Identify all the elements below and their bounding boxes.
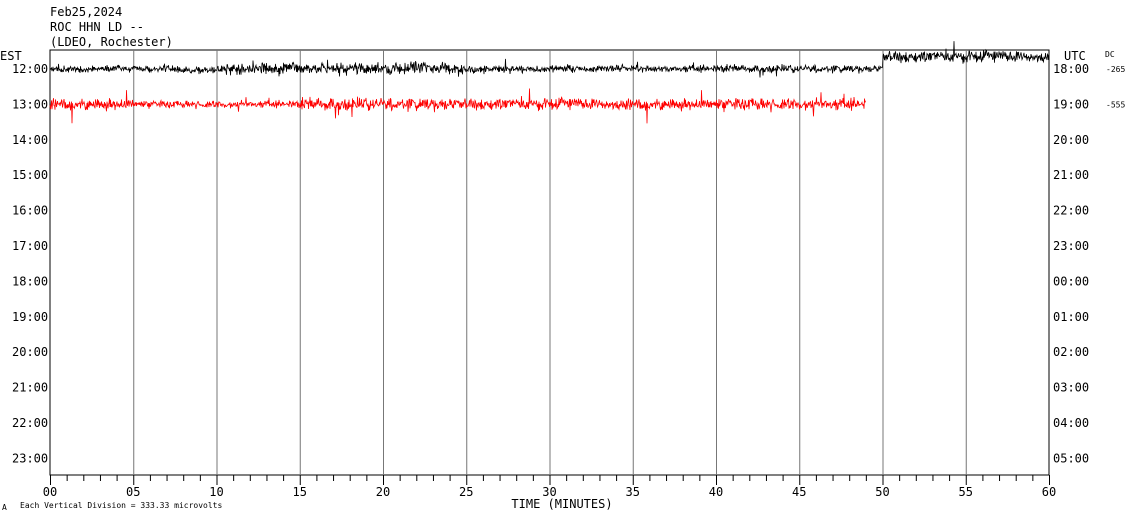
row-label-left-2: 14:00 (12, 133, 48, 147)
row-label-left-1: 13:00 (12, 97, 48, 111)
dc-label: DC (1105, 50, 1115, 59)
row-label-right-9: 03:00 (1053, 381, 1089, 395)
trace-row-0 (49, 41, 1050, 78)
row-labels-left: 12:00 13:00 14:00 15:00 16:00 17:00 18:00 19:00… (12, 62, 48, 465)
row-label-left-4: 16:00 (12, 204, 48, 218)
x-tick-label-15: 15 (293, 485, 307, 499)
x-tick-label-00: 00 (43, 485, 57, 499)
x-tick-label-50: 50 (875, 485, 889, 499)
row-label-left-8: 20:00 (12, 345, 48, 359)
dc-offset-1: -555 (1106, 100, 1125, 109)
header-station: ROC HHN LD -- (50, 20, 144, 34)
x-tick-label-45: 45 (792, 485, 806, 499)
row-label-right-0: 18:00 (1053, 62, 1089, 76)
x-tick-label-60: 60 (1042, 485, 1056, 499)
x-tick-label-20: 20 (376, 485, 390, 499)
row-labels-right: 18:00 19:00 20:00 21:00 22:00 23:00 00:00 01:00… (1053, 62, 1089, 465)
x-tick-label-35: 35 (626, 485, 640, 499)
footer-mark: A (2, 503, 7, 512)
row-label-right-1: 19:00 (1053, 97, 1089, 111)
header-network: (LDEO, Rochester) (50, 35, 173, 49)
row-label-right-2: 20:00 (1053, 133, 1089, 147)
seismic-traces (49, 41, 1050, 124)
x-tick-label-10: 10 (209, 485, 223, 499)
row-label-left-0: 12:00 (12, 62, 48, 76)
row-label-right-3: 21:00 (1053, 168, 1089, 182)
x-tick-label-30: 30 (542, 485, 556, 499)
grid-lines (133, 50, 967, 475)
x-tick-label-05: 05 (126, 485, 140, 499)
x-tick-label-40: 40 (709, 485, 723, 499)
row-label-left-3: 15:00 (12, 168, 48, 182)
trace-row-1 (49, 88, 866, 124)
x-tick-label-55: 55 (959, 485, 973, 499)
dc-offset-0: -265 (1106, 65, 1125, 74)
row-label-left-5: 17:00 (12, 239, 48, 253)
x-axis-ticks (50, 475, 1050, 485)
x-tick-label-25: 25 (459, 485, 473, 499)
row-label-left-7: 19:00 (12, 310, 48, 324)
row-label-right-7: 01:00 (1053, 310, 1089, 324)
footer-vertical-division: Each Vertical Division = 333.33 microvol… (20, 501, 222, 510)
header-date: Feb25,2024 (50, 5, 122, 19)
x-axis-label: TIME (MINUTES) (511, 497, 612, 511)
left-timezone-label: EST (0, 49, 22, 63)
row-label-left-10: 22:00 (12, 416, 48, 430)
dc-offset-labels: -265 -555 (1106, 65, 1125, 109)
row-label-left-11: 23:00 (12, 451, 48, 465)
row-label-right-5: 23:00 (1053, 239, 1089, 253)
row-label-right-4: 22:00 (1053, 204, 1089, 218)
row-label-right-11: 05:00 (1053, 451, 1089, 465)
row-label-left-6: 18:00 (12, 274, 48, 288)
row-label-right-6: 00:00 (1053, 274, 1089, 288)
row-label-right-10: 04:00 (1053, 416, 1089, 430)
x-axis-tick-labels: 00 05 10 15 20 25 30 35 40 45 50 55 60 (43, 485, 1056, 499)
row-label-right-8: 02:00 (1053, 345, 1089, 359)
right-timezone-label: UTC (1064, 49, 1086, 63)
row-label-left-9: 21:00 (12, 381, 48, 395)
